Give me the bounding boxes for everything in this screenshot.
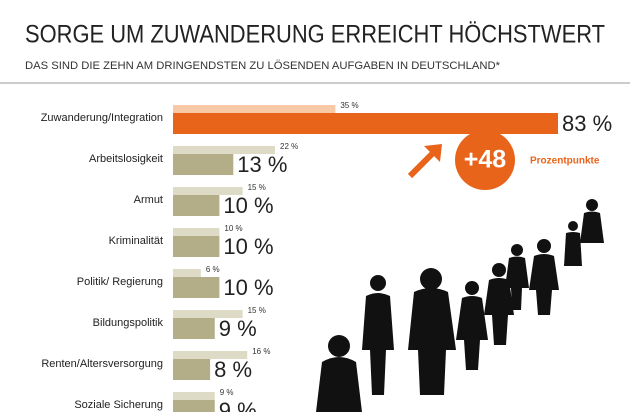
previous-label: 15 % <box>248 306 266 315</box>
category-label: Zuwanderung/Integration <box>41 112 163 124</box>
annotation: Prozentpunkte <box>530 156 600 167</box>
current-bar <box>173 113 558 134</box>
previous-label: 6 % <box>206 265 220 274</box>
previous-bar <box>173 392 215 400</box>
previous-bar <box>173 310 243 318</box>
previous-label: 9 % <box>220 388 234 397</box>
category-label: Politik/ Regierung <box>77 276 163 288</box>
current-bar <box>173 318 215 339</box>
current-label: 10 % <box>223 234 273 259</box>
category-label: Renten/Altersversorgung <box>41 358 163 370</box>
category-label: Kriminalität <box>109 235 163 247</box>
current-label: 9 % <box>219 398 257 412</box>
current-bar <box>173 277 220 298</box>
current-label: 9 % <box>219 316 257 341</box>
current-label: 10 % <box>223 275 273 300</box>
category-label: Soziale Sicherung <box>74 399 163 411</box>
chart-subtitle: DAS SIND DIE ZEHN AM DRINGENDSTEN ZU LÖS… <box>25 60 501 72</box>
chart-title: SORGE UM ZUWANDERUNG ERREICHT HÖCHSTWERT <box>25 21 605 49</box>
current-label: 8 % <box>214 357 252 382</box>
badge <box>455 130 515 190</box>
previous-label: 16 % <box>252 347 270 356</box>
previous-bar <box>173 269 201 277</box>
arrow <box>407 147 439 179</box>
current-bar <box>173 154 234 175</box>
current-label: 83 % <box>562 111 612 136</box>
previous-bar <box>173 187 243 195</box>
category-label: Arbeitslosigkeit <box>89 153 163 165</box>
silhouettes <box>316 199 604 412</box>
previous-bar <box>173 351 248 359</box>
arrow-head <box>424 144 442 162</box>
current-bar <box>173 400 215 412</box>
previous-label: 35 % <box>340 101 358 110</box>
previous-bar <box>173 146 276 154</box>
previous-label: 15 % <box>248 183 266 192</box>
previous-label: 22 % <box>280 142 298 151</box>
current-bar <box>173 236 220 257</box>
previous-bar <box>173 105 336 113</box>
current-label: 10 % <box>223 193 273 218</box>
category-label: Bildungspolitik <box>93 317 164 329</box>
current-label: 13 % <box>237 152 287 177</box>
badge-text: +48 <box>464 146 507 174</box>
current-bar <box>173 195 220 216</box>
previous-label: 10 % <box>224 224 242 233</box>
current-bar <box>173 359 211 380</box>
previous-bar <box>173 228 220 236</box>
category-label: Armut <box>134 194 163 206</box>
